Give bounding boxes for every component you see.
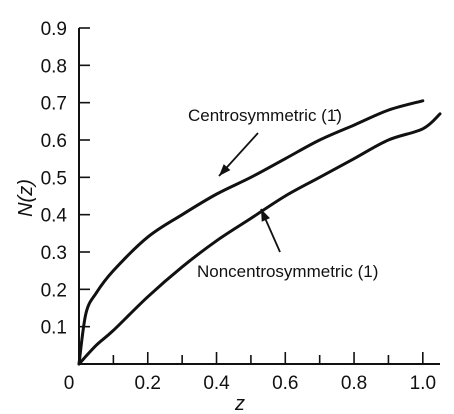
annotations: Centrosymmetric (1̄) Noncentrosymmetric (…	[188, 106, 378, 281]
series-noncentrosymmetric	[77, 112, 442, 366]
annotation-label: Noncentrosymmetric (1)	[197, 262, 378, 281]
y-tick-label: 0.3	[41, 243, 67, 264]
y-tick-label: 0.5	[41, 168, 67, 189]
y-tick-label: 0.1	[41, 318, 67, 339]
axes	[78, 28, 440, 365]
y-tick-label: 0.8	[41, 56, 67, 77]
y-tick-label: 0.9	[41, 19, 67, 40]
x-tick-label: 0.6	[272, 373, 298, 394]
series	[77, 99, 442, 366]
y-tick-label: 0.2	[41, 280, 67, 301]
x-tick-label: 0.2	[135, 373, 161, 394]
x-tick-label: 0.8	[341, 373, 367, 394]
annotation-arrowhead	[219, 164, 231, 176]
x-tick-label: 1.0	[410, 373, 436, 394]
ticks: 0.1 0.2 0.3 0.4 0.5 0.6 0.7 0.8 0.9 0 0.2 0.4 0.6 0.8…	[41, 19, 436, 394]
y-tick-label: 0.4	[41, 206, 68, 227]
x-tick-label: 0.4	[203, 373, 230, 394]
x-tick-label: 0	[64, 373, 75, 394]
y-axis-title: N(z)	[15, 179, 37, 217]
y-tick-label: 0.7	[41, 94, 67, 115]
annotation-label: Centrosymmetric (1̄)	[188, 106, 342, 125]
x-axis-title: z	[234, 393, 245, 414]
annotation-arrowhead	[261, 209, 270, 222]
y-tick-label: 0.6	[41, 131, 67, 152]
series-centrosymmetric	[77, 99, 425, 366]
